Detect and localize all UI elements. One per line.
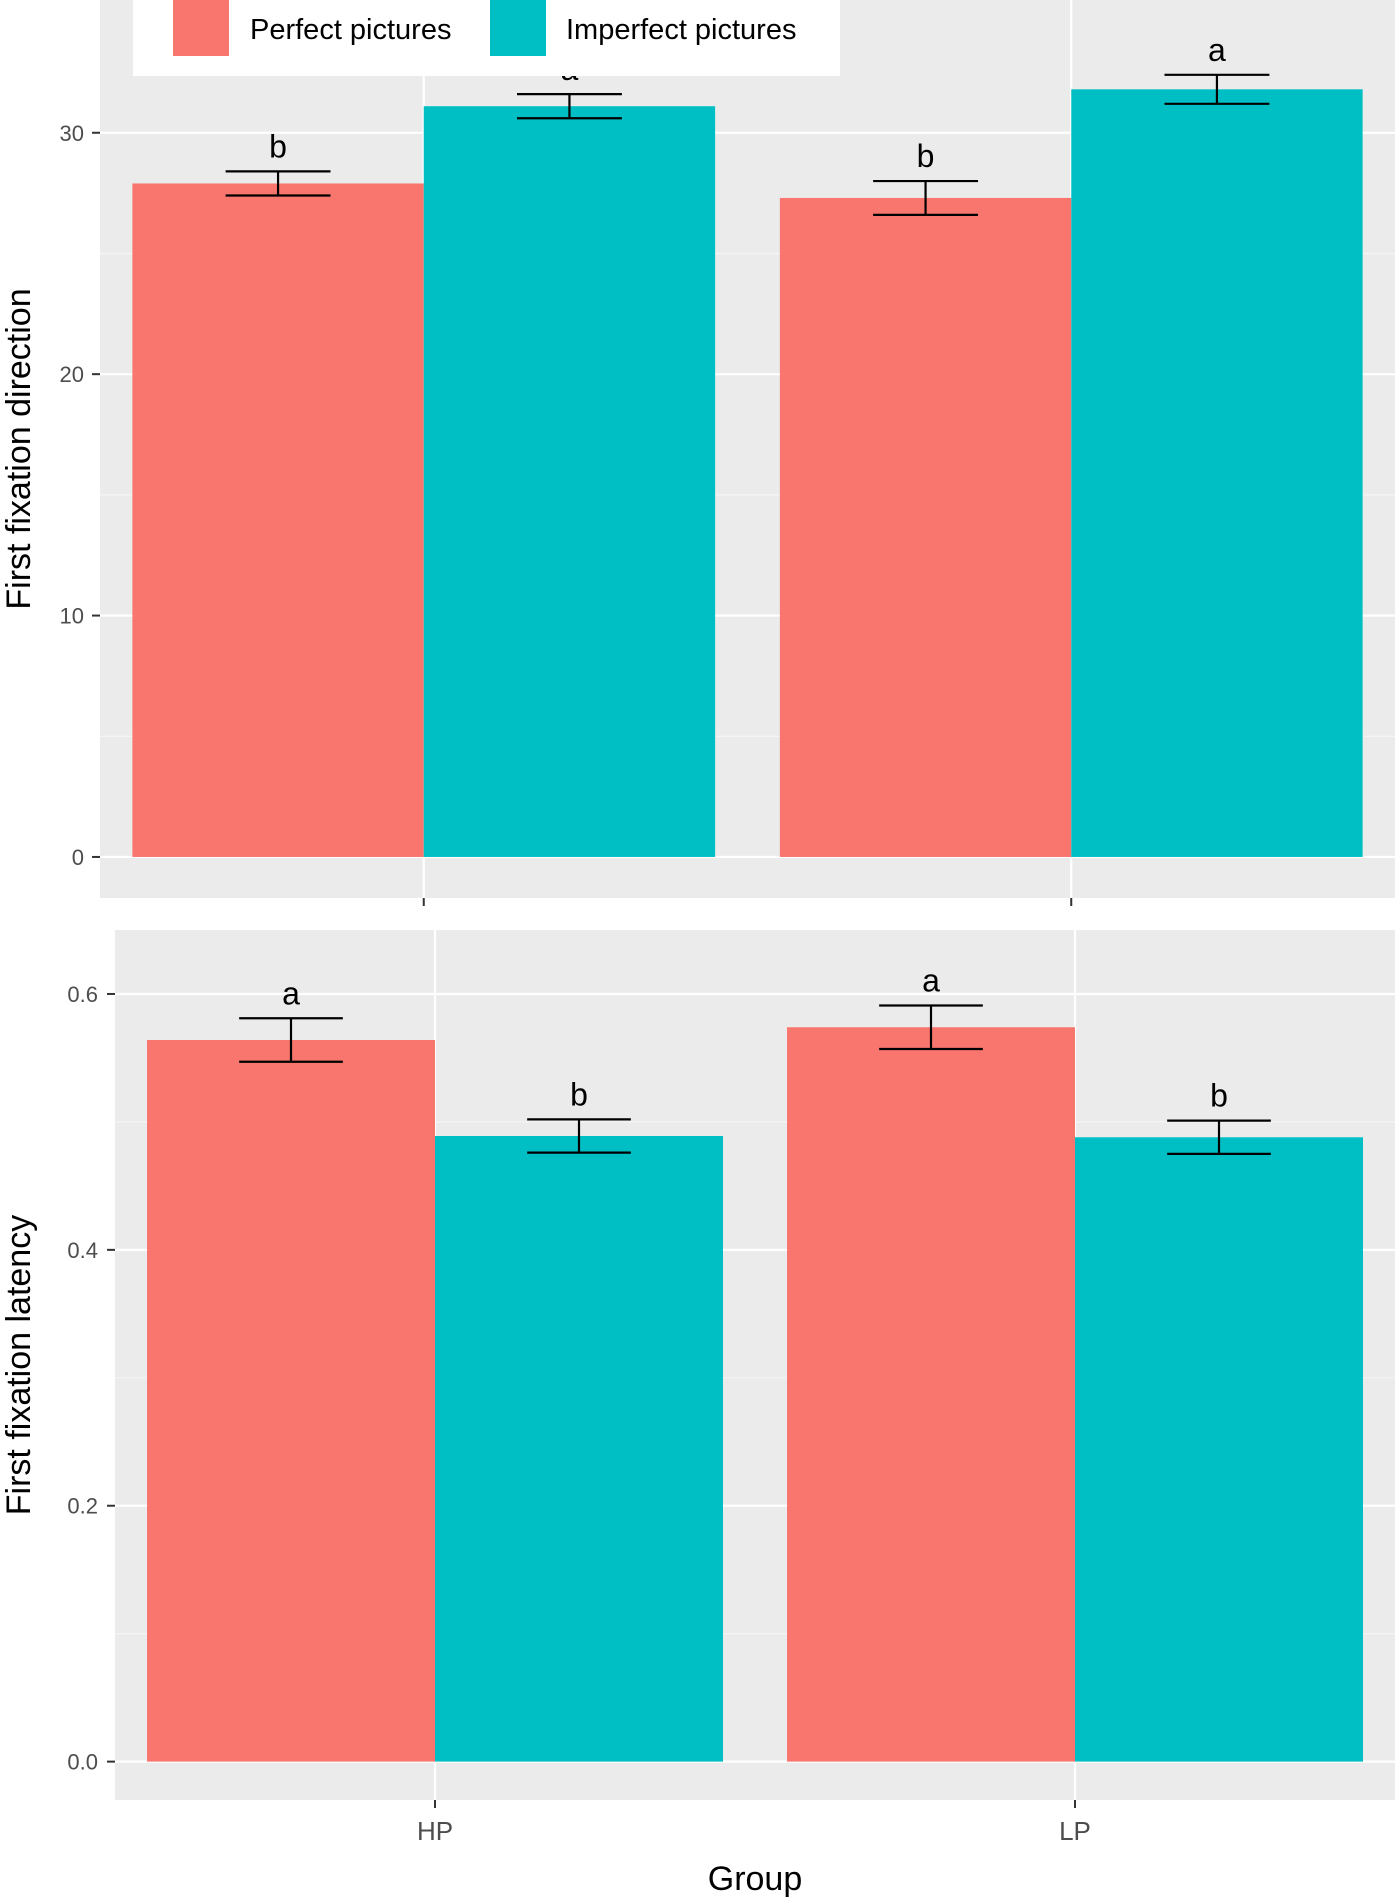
significance-label: a bbox=[922, 962, 940, 998]
x-tick-label: LP bbox=[1059, 1816, 1091, 1846]
panel-first-fixation-direction: bbaa0102030First fixation direction bbox=[0, 0, 1395, 906]
significance-label: b bbox=[917, 138, 935, 174]
legend-key bbox=[490, 0, 546, 56]
bar bbox=[787, 1027, 1075, 1762]
y-tick-label: 0.0 bbox=[67, 1750, 98, 1775]
bar bbox=[435, 1135, 723, 1762]
bar bbox=[779, 197, 1072, 857]
significance-label: b bbox=[570, 1076, 588, 1112]
significance-label: b bbox=[269, 128, 287, 164]
legend-label: Perfect pictures bbox=[250, 14, 451, 46]
y-tick-label: 0.4 bbox=[67, 1238, 98, 1263]
legend-box bbox=[133, 0, 840, 76]
significance-label: a bbox=[282, 975, 300, 1011]
panel-first-fixation-latency: a a b b 0.0 0.2 0.4 0.6 HP LP First fixation laten… bbox=[0, 930, 1395, 1898]
bar bbox=[147, 1040, 435, 1762]
bar bbox=[1075, 1137, 1363, 1762]
legend-key bbox=[173, 0, 229, 56]
y-tick-label: 10 bbox=[60, 604, 84, 629]
bar bbox=[1071, 89, 1363, 857]
y-tick-label: 30 bbox=[60, 121, 84, 146]
y-tick-label: 0.2 bbox=[67, 1494, 98, 1519]
y-tick-label: 20 bbox=[60, 362, 84, 387]
x-tick-label: HP bbox=[417, 1816, 453, 1846]
bar bbox=[423, 106, 716, 857]
y-tick-label: 0.6 bbox=[67, 982, 98, 1007]
y-axis-title: First fixation direction bbox=[0, 288, 38, 609]
legend-label: Imperfect pictures bbox=[566, 14, 796, 46]
x-axis-title: Group bbox=[708, 1860, 803, 1898]
significance-label: b bbox=[1210, 1078, 1228, 1114]
y-tick-label: 0 bbox=[72, 845, 84, 870]
significance-label: a bbox=[1208, 32, 1226, 68]
y-axis-title: First fixation latency bbox=[0, 1215, 38, 1515]
bar bbox=[132, 183, 424, 857]
legend: Perfect pictures Imperfect pictures bbox=[133, 0, 840, 76]
